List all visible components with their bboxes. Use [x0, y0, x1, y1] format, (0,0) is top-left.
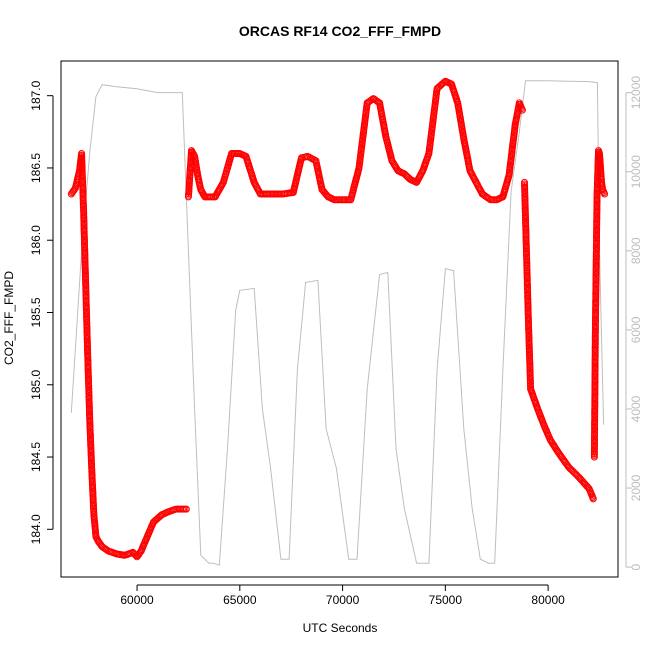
co2-point — [182, 505, 190, 513]
co2-point — [518, 106, 526, 114]
y-tick-label: 184.0 — [29, 514, 43, 544]
x-tick-label: 70000 — [326, 593, 360, 607]
altitude-series — [70, 80, 605, 566]
y2-tick-label: 6000 — [629, 316, 643, 343]
y-tick-label: 187.0 — [29, 80, 43, 110]
y2-tick-label: 4000 — [629, 395, 643, 422]
x-tick-label: 80000 — [531, 593, 565, 607]
y2-tick-label: 8000 — [629, 237, 643, 264]
co2-point — [601, 190, 609, 198]
y2-tick-label: 0 — [629, 563, 643, 570]
y-tick-label: 186.0 — [29, 225, 43, 255]
y2-tick-label: 12000 — [629, 76, 643, 110]
x-axis: 60000 65000 70000 75000 80000 — [120, 584, 565, 607]
x-tick-label: 65000 — [223, 593, 257, 607]
y-tick-label: 184.5 — [29, 442, 43, 472]
y-tick-label: 185.0 — [29, 369, 43, 399]
plot-frame — [60, 60, 619, 578]
x-axis-label: UTC Seconds — [303, 621, 378, 635]
x-tick-label: 60000 — [120, 593, 154, 607]
y-axis-right: 0 2000 4000 6000 8000 10000 12000 — [625, 76, 643, 570]
altitude-line — [70, 80, 605, 566]
y-tick-label: 186.5 — [29, 153, 43, 183]
co2-point — [368, 95, 376, 103]
y2-tick-label: 10000 — [629, 155, 643, 189]
chart-title: ORCAS RF14 CO2_FFF_FMPD — [239, 23, 441, 39]
x-tick-label: 75000 — [429, 593, 463, 607]
y2-tick-label: 2000 — [629, 474, 643, 501]
co2-point — [589, 495, 597, 503]
y-axis-left: 184.0 184.5 185.0 185.5 186.0 186.5 187.0 — [29, 80, 54, 544]
co2-series — [67, 77, 609, 561]
y-axis-label: CO2_FFF_FMPD — [2, 271, 16, 365]
y-tick-label: 185.5 — [29, 297, 43, 327]
